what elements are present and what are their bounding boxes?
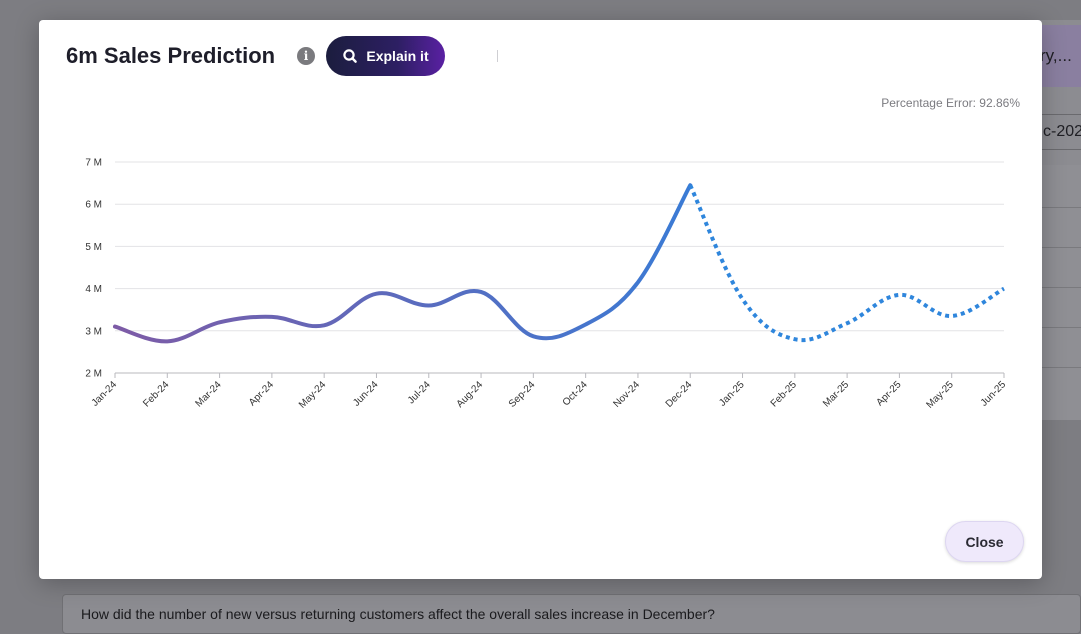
x-tick-label: Apr-24 [247, 379, 276, 408]
y-tick-label: 5 M [85, 242, 102, 253]
chart-x-axis: Jan-24 Feb-24 Mar-24 Apr-24 May-24 Jun-24 Jul-… [90, 373, 1009, 411]
y-tick-label: 4 M [85, 284, 102, 295]
x-tick-label: Jul-24 [406, 379, 433, 406]
explain-it-button[interactable]: Explain it [326, 36, 445, 76]
x-tick-label: Aug-24 [455, 379, 486, 410]
x-tick-label: May-24 [297, 379, 329, 411]
x-tick-label: May-25 [924, 379, 956, 411]
background-table-row-line [1040, 327, 1081, 328]
y-tick-label: 6 M [85, 200, 102, 211]
percentage-error-value: 92.86% [979, 96, 1020, 110]
y-tick-label: 2 M [85, 369, 102, 380]
x-tick-label: Mar-25 [821, 379, 851, 409]
x-tick-label: Oct-24 [561, 379, 590, 408]
background-suggested-question: How did the number of new versus returni… [62, 594, 1081, 634]
x-tick-label: Apr-25 [875, 379, 904, 408]
background-table-row-line [1040, 367, 1081, 368]
percentage-error-label: Percentage Error: [881, 96, 976, 110]
close-button[interactable]: Close [945, 521, 1024, 562]
modal-title: 6m Sales Prediction [66, 43, 276, 68]
background-table-row-line [1040, 247, 1081, 248]
x-tick-label: Dec-24 [664, 379, 695, 410]
x-tick-label: Feb-25 [769, 379, 799, 409]
x-tick-label: Feb-24 [141, 379, 171, 409]
explain-it-label: Explain it [366, 48, 429, 64]
y-tick-label: 3 M [85, 326, 102, 337]
background-suggested-question-text: How did the number of new versus returni… [81, 606, 715, 622]
search-icon [343, 49, 358, 63]
y-tick-label: 7 M [85, 158, 102, 169]
background-date-chip-text: c-202 [1043, 123, 1081, 140]
x-tick-label: Jan-25 [717, 379, 747, 409]
percentage-error: Percentage Error: 92.86% [881, 96, 1020, 110]
divider [497, 50, 498, 62]
x-tick-label: Nov-24 [611, 379, 642, 410]
chart-y-axis: 2 M 3 M 4 M 5 M 6 M 7 M [85, 158, 102, 380]
x-tick-label: Jun-24 [351, 379, 381, 409]
x-tick-label: Jan-24 [90, 379, 120, 409]
x-tick-label: Mar-24 [194, 379, 224, 409]
background-table-row-line [1040, 287, 1081, 288]
chart-gridlines [115, 161, 1004, 374]
chart-series [113, 183, 1006, 344]
x-tick-label: Sep-24 [507, 379, 538, 410]
background-filter-chip-text: ry,... [1040, 46, 1072, 65]
forecast-series-line [688, 184, 1006, 343]
sales-line-chart: 2 M 3 M 4 M 5 M 6 M 7 M Jan-24 Feb-24 Mar-24 Apr… [85, 158, 1009, 411]
x-tick-label: Jun-25 [979, 379, 1009, 409]
info-icon[interactable]: i [297, 47, 315, 65]
actual-series-line [113, 183, 693, 344]
sales-prediction-modal: 6m Sales Prediction i Explain it Percent… [39, 20, 1042, 579]
background-table [1040, 165, 1081, 420]
background-table-row-line [1040, 207, 1081, 208]
